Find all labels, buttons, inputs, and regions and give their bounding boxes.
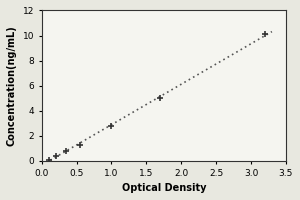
Y-axis label: Concentration(ng/mL): Concentration(ng/mL) xyxy=(7,25,17,146)
X-axis label: Optical Density: Optical Density xyxy=(122,183,206,193)
